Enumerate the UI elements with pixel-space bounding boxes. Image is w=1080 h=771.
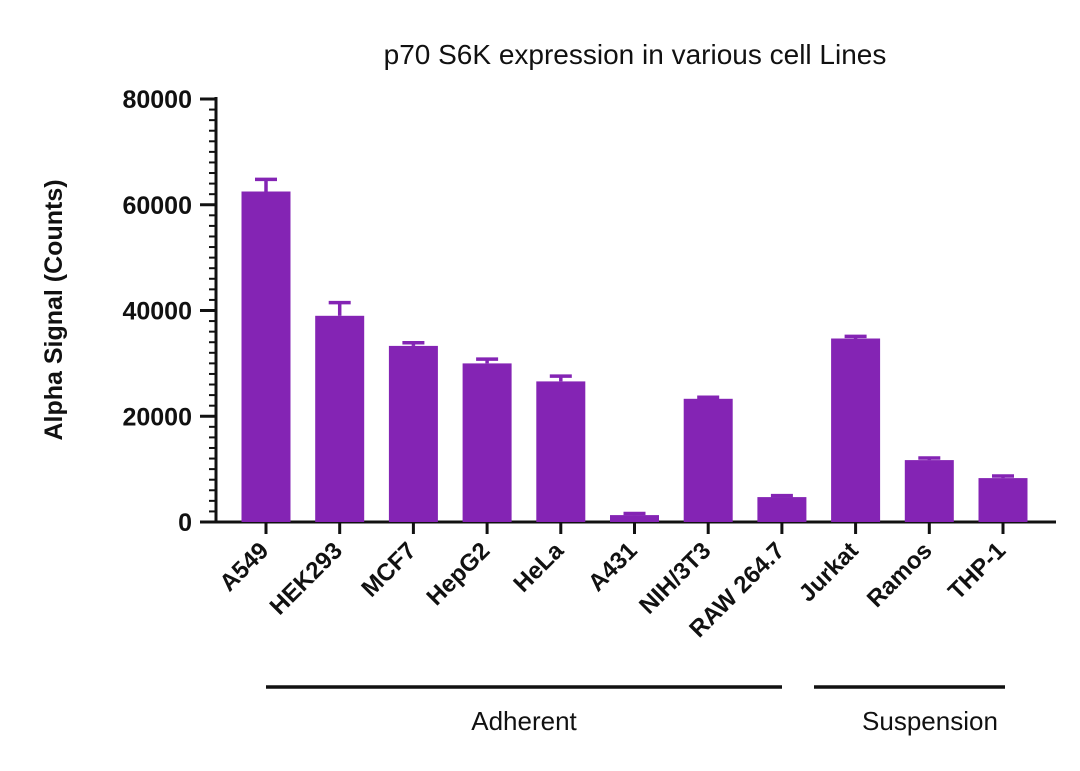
bar-hepg2 bbox=[462, 363, 512, 522]
group-label-suspension: Suspension bbox=[862, 706, 998, 736]
x-tick-label-thp-1: THP-1 bbox=[943, 537, 1011, 605]
error-bars bbox=[255, 177, 1014, 516]
bar-nih-3t3 bbox=[683, 398, 733, 522]
y-tick-label-60000: 60000 bbox=[122, 192, 192, 220]
x-tick-label-ramos: Ramos bbox=[862, 537, 938, 613]
x-tick-label-hepg2: HepG2 bbox=[422, 537, 496, 611]
bar-ramos bbox=[904, 460, 954, 522]
error-bar-hepg2 bbox=[476, 357, 499, 364]
bar-raw-264-7 bbox=[757, 497, 807, 522]
x-tick-label-jurkat: Jurkat bbox=[794, 537, 864, 607]
error-bar-thp-1 bbox=[992, 474, 1014, 479]
error-bar-mcf7 bbox=[402, 341, 425, 346]
x-tick-label-a431: A431 bbox=[583, 537, 643, 597]
error-bar-jurkat bbox=[844, 334, 867, 339]
chart-title: p70 S6K expression in various cell Lines bbox=[384, 39, 887, 70]
bars bbox=[241, 191, 1028, 522]
y-axis-label: Alpha Signal (Counts) bbox=[40, 179, 68, 440]
error-bar-hela bbox=[549, 374, 572, 382]
y-tick-label-80000: 80000 bbox=[122, 86, 192, 114]
x-tick-label-hek293: HEK293 bbox=[265, 537, 348, 620]
bar-a431 bbox=[610, 515, 659, 522]
error-bar-a431 bbox=[623, 511, 646, 516]
category-groups: Adherent Suspension bbox=[266, 685, 1005, 736]
bar-a549 bbox=[241, 191, 291, 522]
error-bar-raw-264-7 bbox=[770, 493, 793, 498]
bar-hek293 bbox=[315, 315, 365, 522]
y-ticks: 0 20000 40000 60000 80000 bbox=[122, 86, 216, 537]
bar-mcf7 bbox=[388, 345, 438, 522]
x-tick-label-hela: HeLa bbox=[508, 537, 569, 598]
y-tick-label-0: 0 bbox=[178, 509, 192, 537]
error-bar-nih-3t3 bbox=[697, 395, 720, 399]
y-tick-label-40000: 40000 bbox=[122, 298, 192, 326]
bar-hela bbox=[536, 381, 586, 522]
y-tick-label-20000: 20000 bbox=[122, 403, 192, 431]
bar-thp-1 bbox=[978, 478, 1028, 522]
error-bar-ramos bbox=[918, 456, 941, 461]
x-tick-label-a549: A549 bbox=[215, 537, 275, 597]
bar-jurkat bbox=[831, 338, 881, 522]
error-bar-a549 bbox=[255, 177, 277, 192]
x-tick-label-mcf7: MCF7 bbox=[356, 537, 421, 602]
error-bar-hek293 bbox=[328, 300, 351, 316]
group-label-adherent: Adherent bbox=[471, 706, 577, 736]
